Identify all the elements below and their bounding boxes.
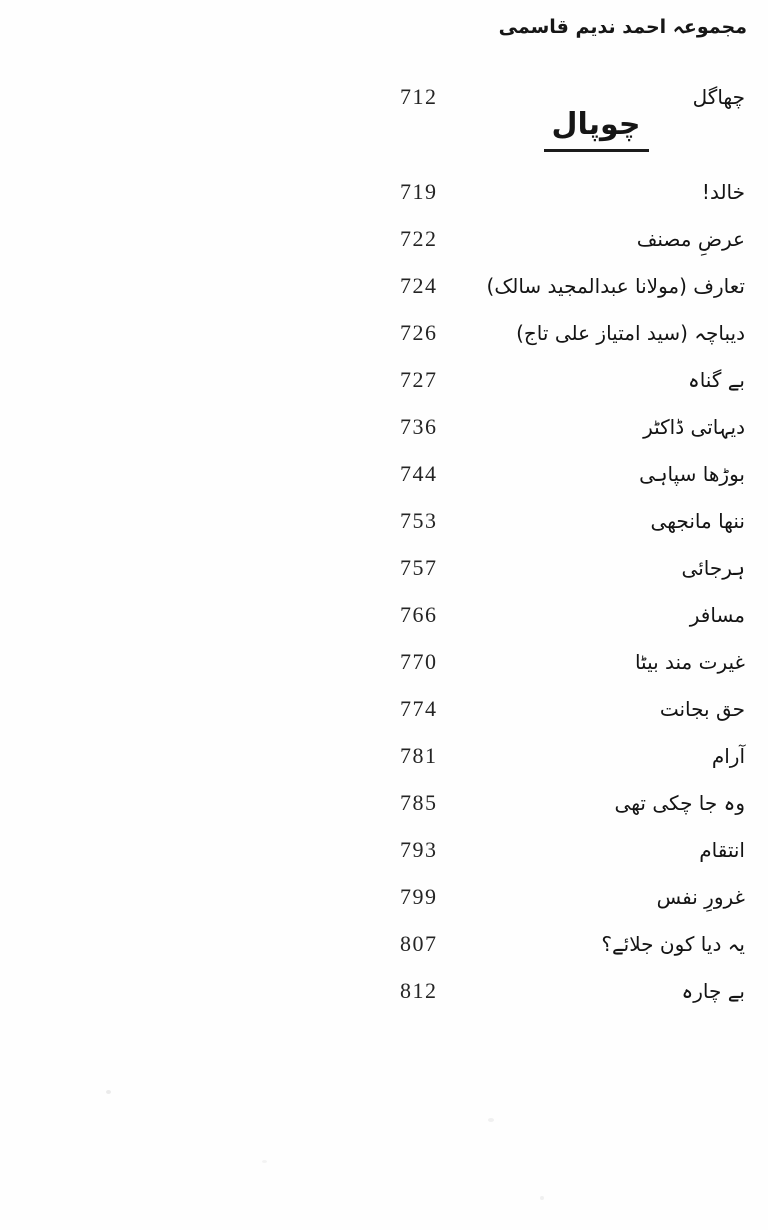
toc-row: 781 آرام: [400, 732, 745, 779]
toc-entry-title: دیباچہ (سید امتیاز علی تاج): [516, 320, 745, 345]
toc-entry-title: حق بجانت: [659, 696, 745, 721]
toc-page-number: 724: [400, 272, 438, 298]
toc-page-number: 812: [400, 977, 438, 1003]
toc-page-number: 753: [400, 507, 438, 533]
toc-entry-title: بے گناہ: [687, 367, 745, 392]
toc-row: 724 تعارف (مولانا عبدالمجید سالک): [400, 262, 745, 309]
toc-page-number: 781: [400, 742, 438, 768]
toc-row: 774 حق بجانت: [400, 685, 745, 732]
toc-entry-title: ننھا مانجھی: [650, 508, 745, 533]
toc-entry-title: دیہاتی ڈاکٹر: [643, 414, 745, 439]
scan-speck: [540, 1196, 544, 1200]
toc-row: 753 ننھا مانجھی: [400, 497, 745, 544]
toc-entry-title: بے چارہ: [681, 978, 745, 1003]
toc-entry-title: تعارف (مولانا عبدالمجید سالک): [486, 273, 745, 298]
toc-row: 744 بوڑھا سپاہی: [400, 450, 745, 497]
toc-row: 812 بے چارہ: [400, 967, 745, 1014]
toc-row: 757 ہرجائی: [400, 544, 745, 591]
toc-entry-title: غرورِ نفس: [656, 884, 745, 909]
book-title-header: مجموعہ احمد ندیم قاسمی: [498, 16, 747, 38]
toc-page-number: 807: [400, 930, 438, 956]
toc-entry-title: بوڑھا سپاہی: [639, 461, 745, 486]
toc-page-number: 799: [400, 883, 438, 909]
toc-page-number: 770: [400, 648, 438, 674]
toc-page-number: 774: [400, 695, 438, 721]
toc-row: 770 غیرت مند بیٹا: [400, 638, 745, 685]
toc-list: 719 خالد! 722 عرضِ مصنف 724 تعارف (مولان…: [400, 168, 745, 1014]
toc-entry-title: یہ دیا کون جلائے؟: [601, 931, 745, 956]
toc-page-number: 757: [400, 554, 438, 580]
toc-row: 766 مسافر: [400, 591, 745, 638]
toc-entry-title: آرام: [711, 743, 745, 768]
section-heading: چوپال: [543, 106, 649, 152]
toc-entry-title: چھاگل: [692, 85, 745, 109]
toc-page-number: 722: [400, 225, 438, 251]
toc-entry-title: مسافر: [689, 602, 745, 627]
toc-entry-title: خالد!: [701, 179, 745, 204]
section-heading-wrap: چوپال: [444, 106, 748, 152]
toc-page-number: 727: [400, 366, 438, 392]
toc-row: 799 غرورِ نفس: [400, 873, 745, 920]
toc-page-number: 785: [400, 789, 438, 815]
toc-page-number: 736: [400, 413, 438, 439]
toc-row: 726 دیباچہ (سید امتیاز علی تاج): [400, 309, 745, 356]
scan-speck: [262, 1160, 267, 1163]
toc-page-number: 726: [400, 319, 438, 345]
toc-entry-title: انتقام: [699, 837, 745, 862]
toc-entry-title: ہرجائی: [681, 555, 745, 580]
toc-row: 719 خالد!: [400, 168, 745, 215]
toc-page-number: 793: [400, 836, 438, 862]
toc-page-number: 766: [400, 601, 438, 627]
toc-row: 727 بے گناہ: [400, 356, 745, 403]
toc-row: 736 دیہاتی ڈاکٹر: [400, 403, 745, 450]
toc-row: 712 چھاگل: [400, 75, 745, 119]
toc-entry-title: وہ جا چکی تھی: [614, 790, 745, 815]
toc-row: 793 انتقام: [400, 826, 745, 873]
scan-speck: [488, 1118, 494, 1122]
toc-row: 722 عرضِ مصنف: [400, 215, 745, 262]
toc-entry-title: غیرت مند بیٹا: [634, 649, 745, 674]
toc-row: 807 یہ دیا کون جلائے؟: [400, 920, 745, 967]
toc-page-number: 719: [400, 178, 438, 204]
toc-page-number: 712: [400, 84, 438, 109]
scan-speck: [106, 1090, 111, 1094]
toc-row: 785 وہ جا چکی تھی: [400, 779, 745, 826]
toc-page-number: 744: [400, 460, 438, 486]
toc-entry-title: عرضِ مصنف: [636, 226, 745, 251]
